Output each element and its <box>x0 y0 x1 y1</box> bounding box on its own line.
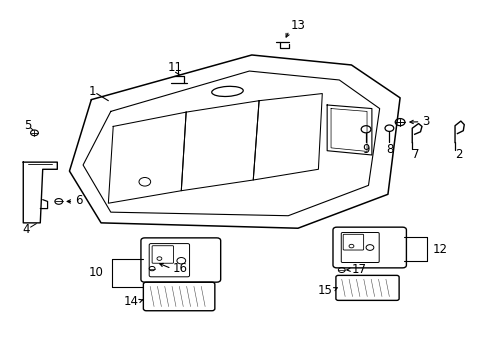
Text: 7: 7 <box>411 148 419 161</box>
Text: 6: 6 <box>75 194 82 207</box>
Text: 1: 1 <box>89 85 96 98</box>
Text: 12: 12 <box>432 243 447 256</box>
Text: 9: 9 <box>362 143 369 156</box>
Text: 5: 5 <box>24 119 32 132</box>
Text: 15: 15 <box>318 284 332 297</box>
Text: 10: 10 <box>88 266 103 279</box>
Text: 17: 17 <box>351 263 366 276</box>
Text: 2: 2 <box>454 148 461 162</box>
Text: 13: 13 <box>289 19 305 32</box>
Text: 11: 11 <box>167 61 183 74</box>
Text: 14: 14 <box>124 295 139 308</box>
Text: 3: 3 <box>422 114 429 127</box>
Text: 4: 4 <box>22 223 29 236</box>
Text: 8: 8 <box>386 143 393 156</box>
Text: 16: 16 <box>172 262 187 275</box>
